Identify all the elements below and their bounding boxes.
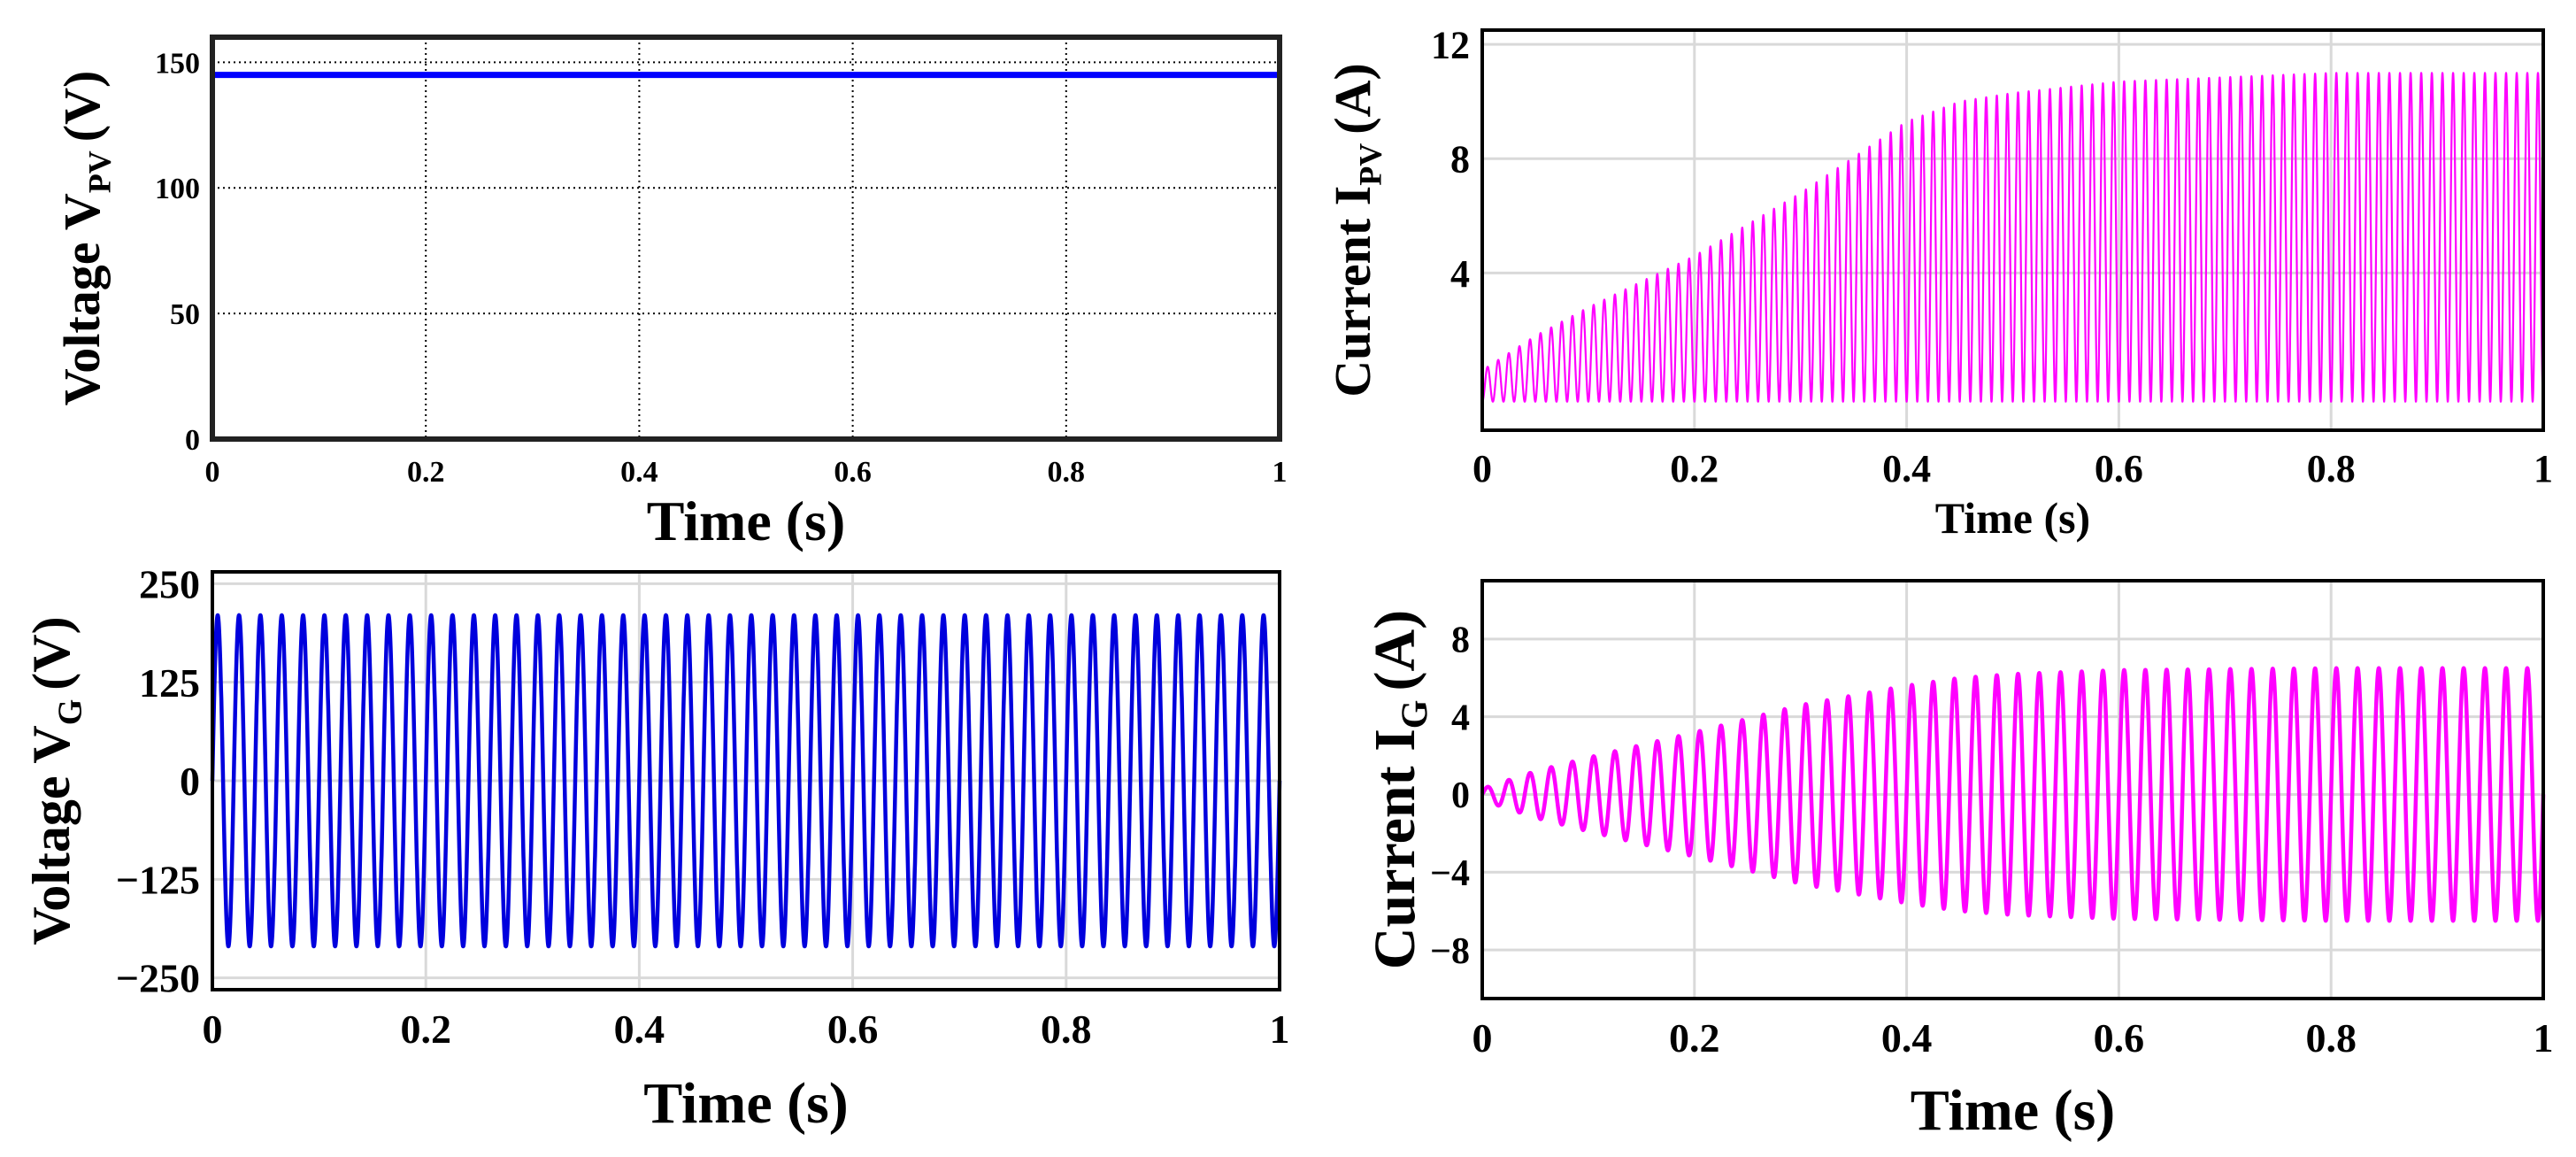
y-tick-label: 4 xyxy=(1451,698,1470,738)
x-axis-label: Time (s) xyxy=(1911,1078,2116,1143)
y-tick-label: 4 xyxy=(1450,252,1470,296)
y-tick-label: 0 xyxy=(1451,775,1470,816)
x-tick-label: 0.4 xyxy=(620,456,658,489)
x-tick-label: 1 xyxy=(2534,447,2553,490)
x-tick-label: 0 xyxy=(1473,447,1492,490)
y-tick-label: −125 xyxy=(116,857,200,902)
plot-frame xyxy=(1480,579,2545,1000)
x-axis-label: Time (s) xyxy=(1935,493,2090,543)
series-vg xyxy=(210,613,1282,949)
grid-lines xyxy=(212,37,1280,439)
y-axis-label-subscript: PV xyxy=(82,150,118,193)
x-tick-labels: 0 0.2 0.4 0.6 0.8 1 xyxy=(205,456,1288,489)
x-tick-label: 0.2 xyxy=(1670,447,1719,490)
x-tick-labels: 0 0.2 0.4 0.6 0.8 1 xyxy=(203,1007,1290,1052)
series-line-i-g xyxy=(1480,666,2546,923)
x-axis-label: Time (s) xyxy=(643,1071,849,1136)
x-tick-label: 1 xyxy=(1273,456,1288,489)
series-ig xyxy=(1480,666,2546,923)
y-axis-label-unit: (A) xyxy=(1324,63,1381,135)
y-tick-labels: −8 −4 0 4 8 xyxy=(1430,621,1470,972)
x-tick-label: 0.8 xyxy=(2305,1015,2357,1061)
y-axis-label-subscript: PV xyxy=(1353,143,1388,186)
x-tick-label: 0.6 xyxy=(827,1007,879,1052)
y-axis-label: Current IG (A) xyxy=(1363,610,1436,969)
y-tick-label: 125 xyxy=(139,660,200,706)
y-axis-label-unit: (V) xyxy=(22,616,81,690)
y-tick-label: 100 xyxy=(155,173,200,205)
x-tick-label: 0.4 xyxy=(1881,1015,1933,1061)
x-tick-label: 0.8 xyxy=(1041,1007,1092,1052)
x-tick-label: 0 xyxy=(1473,1015,1493,1061)
y-tick-label: 8 xyxy=(1451,621,1470,661)
x-tick-label: 0 xyxy=(205,456,220,489)
plot-frame xyxy=(1480,28,2545,432)
chart-current-ipv: 0 0.2 0.4 0.6 0.8 1 4 8 12 Time (s) Current IPV… xyxy=(1324,24,2553,543)
y-axis-label-main: Voltage V xyxy=(53,193,111,405)
x-tick-label: 0.2 xyxy=(400,1007,451,1052)
y-tick-label: 50 xyxy=(170,298,200,331)
y-tick-label: 150 xyxy=(155,47,200,80)
y-axis-label-unit: (V) xyxy=(53,71,111,143)
chart-voltage-vpv: 0 0.2 0.4 0.6 0.8 1 0 50 100 150 Time (s) Voltag… xyxy=(53,35,1288,552)
x-tick-label: 0.4 xyxy=(1882,447,1931,490)
y-axis-label-unit: (A) xyxy=(1363,610,1427,691)
x-tick-label: 0 xyxy=(203,1007,223,1052)
y-tick-label: 0 xyxy=(180,759,200,804)
x-tick-label: 0.8 xyxy=(2307,447,2356,490)
y-tick-label: 12 xyxy=(1431,24,1470,67)
y-axis-label-main: Voltage V xyxy=(22,725,81,945)
x-tick-label: 0.8 xyxy=(1048,456,1086,489)
x-tick-label: 0.6 xyxy=(2095,447,2143,490)
y-tick-labels: −250 −125 0 125 250 xyxy=(116,561,200,1000)
x-tick-label: 1 xyxy=(2534,1015,2554,1061)
y-tick-label: −4 xyxy=(1430,853,1470,894)
x-tick-labels: 0 0.2 0.4 0.6 0.8 1 xyxy=(1473,1015,2554,1061)
y-tick-label: 250 xyxy=(139,561,200,606)
y-axis-label-subscript: G xyxy=(1396,700,1436,729)
grid-lines xyxy=(1482,30,2543,430)
y-tick-label: 0 xyxy=(185,424,200,457)
y-tick-label: 8 xyxy=(1450,138,1470,181)
series-ipv xyxy=(1481,72,2544,403)
y-tick-labels: 4 8 12 xyxy=(1431,24,1470,296)
x-tick-label: 0.2 xyxy=(1669,1015,1720,1061)
x-tick-label: 0.2 xyxy=(407,456,445,489)
y-axis-label: Voltage VG (V) xyxy=(22,616,88,945)
y-axis-label-main: Current I xyxy=(1324,186,1381,397)
series-line-v-g xyxy=(210,613,1282,949)
chart-current-ig: 0 0.2 0.4 0.6 0.8 1 −8 −4 0 4 8 Time (s) Current … xyxy=(1363,579,2554,1143)
y-axis-label-subscript: G xyxy=(51,699,88,726)
x-tick-label: 0.6 xyxy=(834,456,872,489)
y-tick-label: −8 xyxy=(1430,931,1470,972)
y-axis-label: Current IPV (A) xyxy=(1324,63,1388,397)
y-axis-label: Voltage VPV (V) xyxy=(53,71,118,406)
y-tick-labels: 0 50 100 150 xyxy=(155,47,200,457)
x-axis-label: Time (s) xyxy=(647,490,846,552)
x-tick-label: 0.4 xyxy=(614,1007,665,1052)
plot-frame xyxy=(210,35,1282,442)
x-tick-label: 0.6 xyxy=(2094,1015,2145,1061)
x-tick-label: 1 xyxy=(1270,1007,1290,1052)
x-tick-labels: 0 0.2 0.4 0.6 0.8 1 xyxy=(1473,447,2553,490)
series-line-i-pv xyxy=(1481,72,2544,403)
y-tick-label: −250 xyxy=(116,956,200,1001)
plot-frame xyxy=(211,570,1281,991)
y-axis-label-main: Current I xyxy=(1363,729,1427,969)
